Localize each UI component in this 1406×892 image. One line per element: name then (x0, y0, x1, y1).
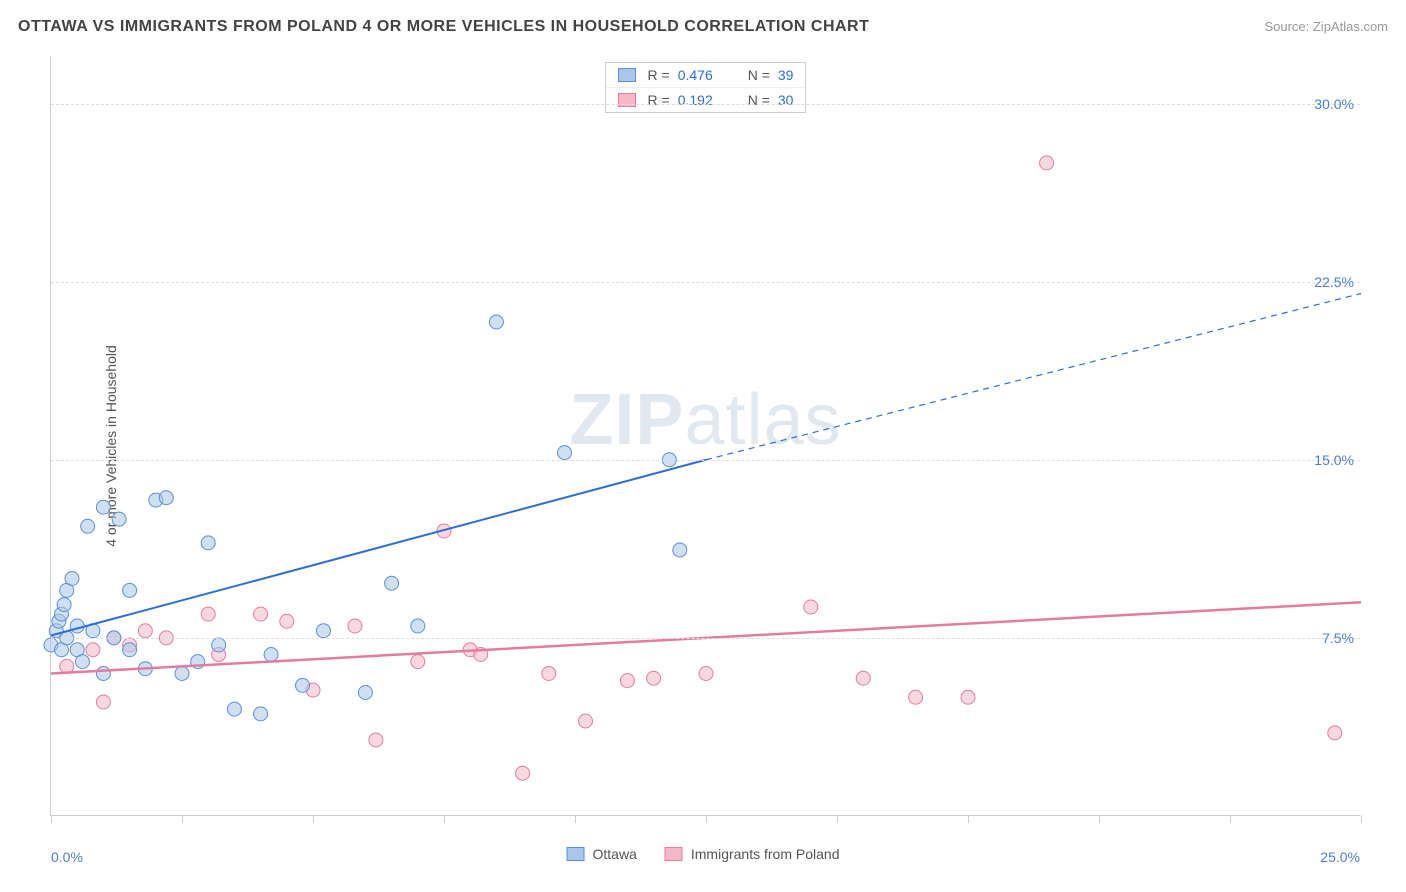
data-point (909, 690, 923, 704)
data-point (112, 512, 126, 526)
data-point (699, 667, 713, 681)
x-tick (837, 815, 838, 823)
data-point (280, 614, 294, 628)
data-point (201, 607, 215, 621)
x-tick (968, 815, 969, 823)
data-point (542, 667, 556, 681)
data-point (411, 619, 425, 633)
data-point (1328, 726, 1342, 740)
data-point (254, 707, 268, 721)
data-point (316, 624, 330, 638)
x-tick-label-max: 25.0% (1320, 849, 1360, 865)
plot-area: ZIPatlas R = 0.476 N = 39 R = 0.192 N = … (50, 56, 1360, 816)
x-tick (182, 815, 183, 823)
data-point (96, 695, 110, 709)
x-tick (1361, 815, 1362, 823)
source-attribution: Source: ZipAtlas.com (1264, 19, 1388, 34)
gridline (51, 638, 1360, 639)
data-point (578, 714, 592, 728)
x-tick (575, 815, 576, 823)
data-point (673, 543, 687, 557)
data-point (86, 643, 100, 657)
data-point (296, 678, 310, 692)
legend-item-poland: Immigrants from Poland (665, 846, 840, 862)
data-point (227, 702, 241, 716)
data-point (369, 733, 383, 747)
data-point (254, 607, 268, 621)
data-point (96, 500, 110, 514)
data-point (81, 519, 95, 533)
gridline (51, 460, 1360, 461)
data-point (558, 446, 572, 460)
data-point (647, 671, 661, 685)
data-point (70, 619, 84, 633)
y-tick-label: 30.0% (1314, 96, 1354, 112)
data-point (961, 690, 975, 704)
y-tick-label: 15.0% (1314, 452, 1354, 468)
x-tick (1099, 815, 1100, 823)
y-tick-label: 22.5% (1314, 274, 1354, 290)
data-point (175, 667, 189, 681)
x-tick (1230, 815, 1231, 823)
gridline (51, 104, 1360, 105)
legend-label-poland: Immigrants from Poland (691, 846, 840, 862)
data-point (856, 671, 870, 685)
data-point (411, 655, 425, 669)
x-tick (51, 815, 52, 823)
data-point (358, 686, 372, 700)
data-point (489, 315, 503, 329)
data-point (159, 491, 173, 505)
data-point (57, 598, 71, 612)
x-tick (444, 815, 445, 823)
x-tick-label-min: 0.0% (51, 849, 83, 865)
data-point (212, 638, 226, 652)
data-point (65, 572, 79, 586)
data-point (1040, 156, 1054, 170)
data-point (123, 643, 137, 657)
swatch-ottawa (567, 847, 585, 861)
y-tick-label: 7.5% (1322, 630, 1354, 646)
data-point (75, 655, 89, 669)
series-legend: Ottawa Immigrants from Poland (567, 846, 840, 862)
legend-label-ottawa: Ottawa (593, 846, 637, 862)
data-point (123, 583, 137, 597)
legend-item-ottawa: Ottawa (567, 846, 637, 862)
data-point (516, 766, 530, 780)
data-point (138, 624, 152, 638)
chart-header: OTTAWA VS IMMIGRANTS FROM POLAND 4 OR MO… (18, 18, 1388, 36)
x-tick (706, 815, 707, 823)
data-point (264, 648, 278, 662)
data-point (385, 576, 399, 590)
data-point (804, 600, 818, 614)
x-tick (313, 815, 314, 823)
data-point (348, 619, 362, 633)
data-point (201, 536, 215, 550)
data-point (620, 674, 634, 688)
chart-title: OTTAWA VS IMMIGRANTS FROM POLAND 4 OR MO… (18, 18, 869, 36)
swatch-poland (665, 847, 683, 861)
data-point (96, 667, 110, 681)
gridline (51, 282, 1360, 283)
scatter-chart (51, 56, 1360, 815)
